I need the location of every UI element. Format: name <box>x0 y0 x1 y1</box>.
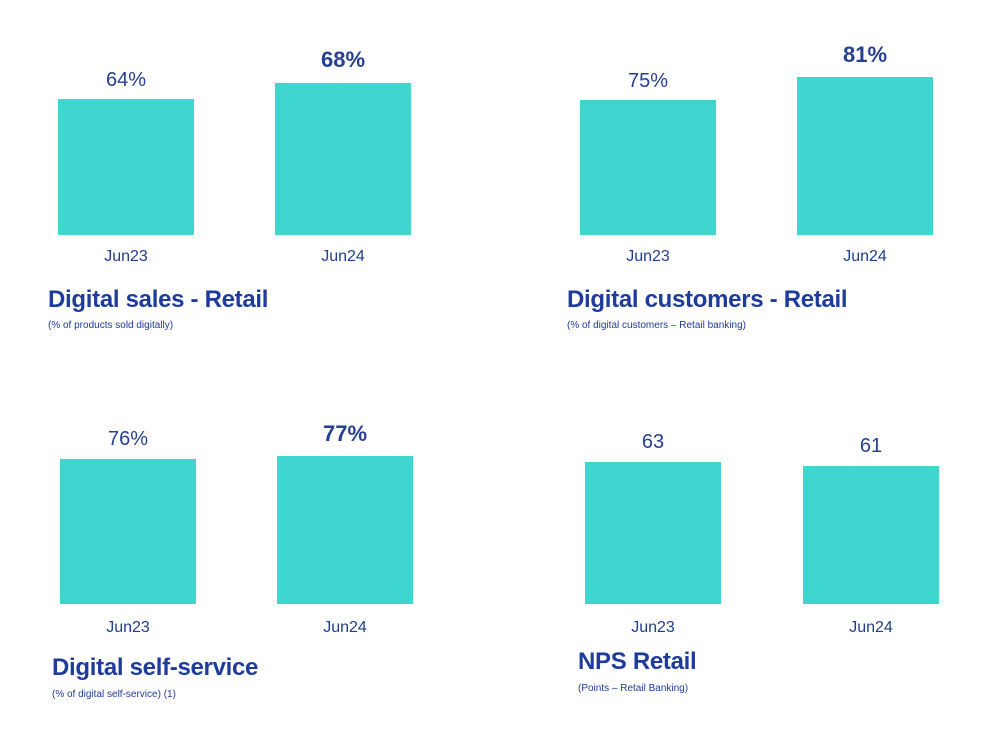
bar-jun24 <box>803 466 939 604</box>
bar-jun24 <box>797 77 933 235</box>
bar-jun24 <box>275 83 411 235</box>
value-label-jun24: 77% <box>322 421 368 446</box>
bar-jun24 <box>277 456 413 604</box>
value-label-jun24: 61 <box>859 435 883 457</box>
value-label-jun24: 68% <box>320 47 366 72</box>
value-label-jun23: 76% <box>107 428 149 450</box>
value-label-jun23: 64% <box>105 69 147 91</box>
chart-subtitle: (% of products sold digitally) <box>48 320 174 331</box>
category-label-jun23: Jun23 <box>106 619 150 636</box>
bar-jun23 <box>580 100 716 235</box>
category-label-jun24: Jun24 <box>323 619 367 636</box>
category-label-jun23: Jun23 <box>631 619 675 636</box>
chart-subtitle: (Points – Retail Banking) <box>578 683 689 694</box>
chart-title: NPS Retail <box>578 648 697 675</box>
chart-title: Digital customers - Retail <box>567 286 848 313</box>
chart-title: Digital sales - Retail <box>48 286 269 313</box>
value-label-jun24: 81% <box>842 42 888 67</box>
bar-jun23 <box>60 459 196 604</box>
chart-subtitle: (% of digital self-service) (1) <box>52 689 176 700</box>
category-label-jun24: Jun24 <box>321 248 365 265</box>
category-label-jun24: Jun24 <box>849 619 893 636</box>
chart-title: Digital self-service <box>52 654 259 681</box>
value-label-jun23: 63 <box>641 431 665 453</box>
bar-jun23 <box>585 462 721 604</box>
category-label-jun23: Jun23 <box>104 248 148 265</box>
chart-subtitle: (% of digital customers – Retail banking… <box>567 320 746 331</box>
category-label-jun24: Jun24 <box>843 248 887 265</box>
bar-jun23 <box>58 99 194 235</box>
category-label-jun23: Jun23 <box>626 248 670 265</box>
value-label-jun23: 75% <box>627 70 669 92</box>
